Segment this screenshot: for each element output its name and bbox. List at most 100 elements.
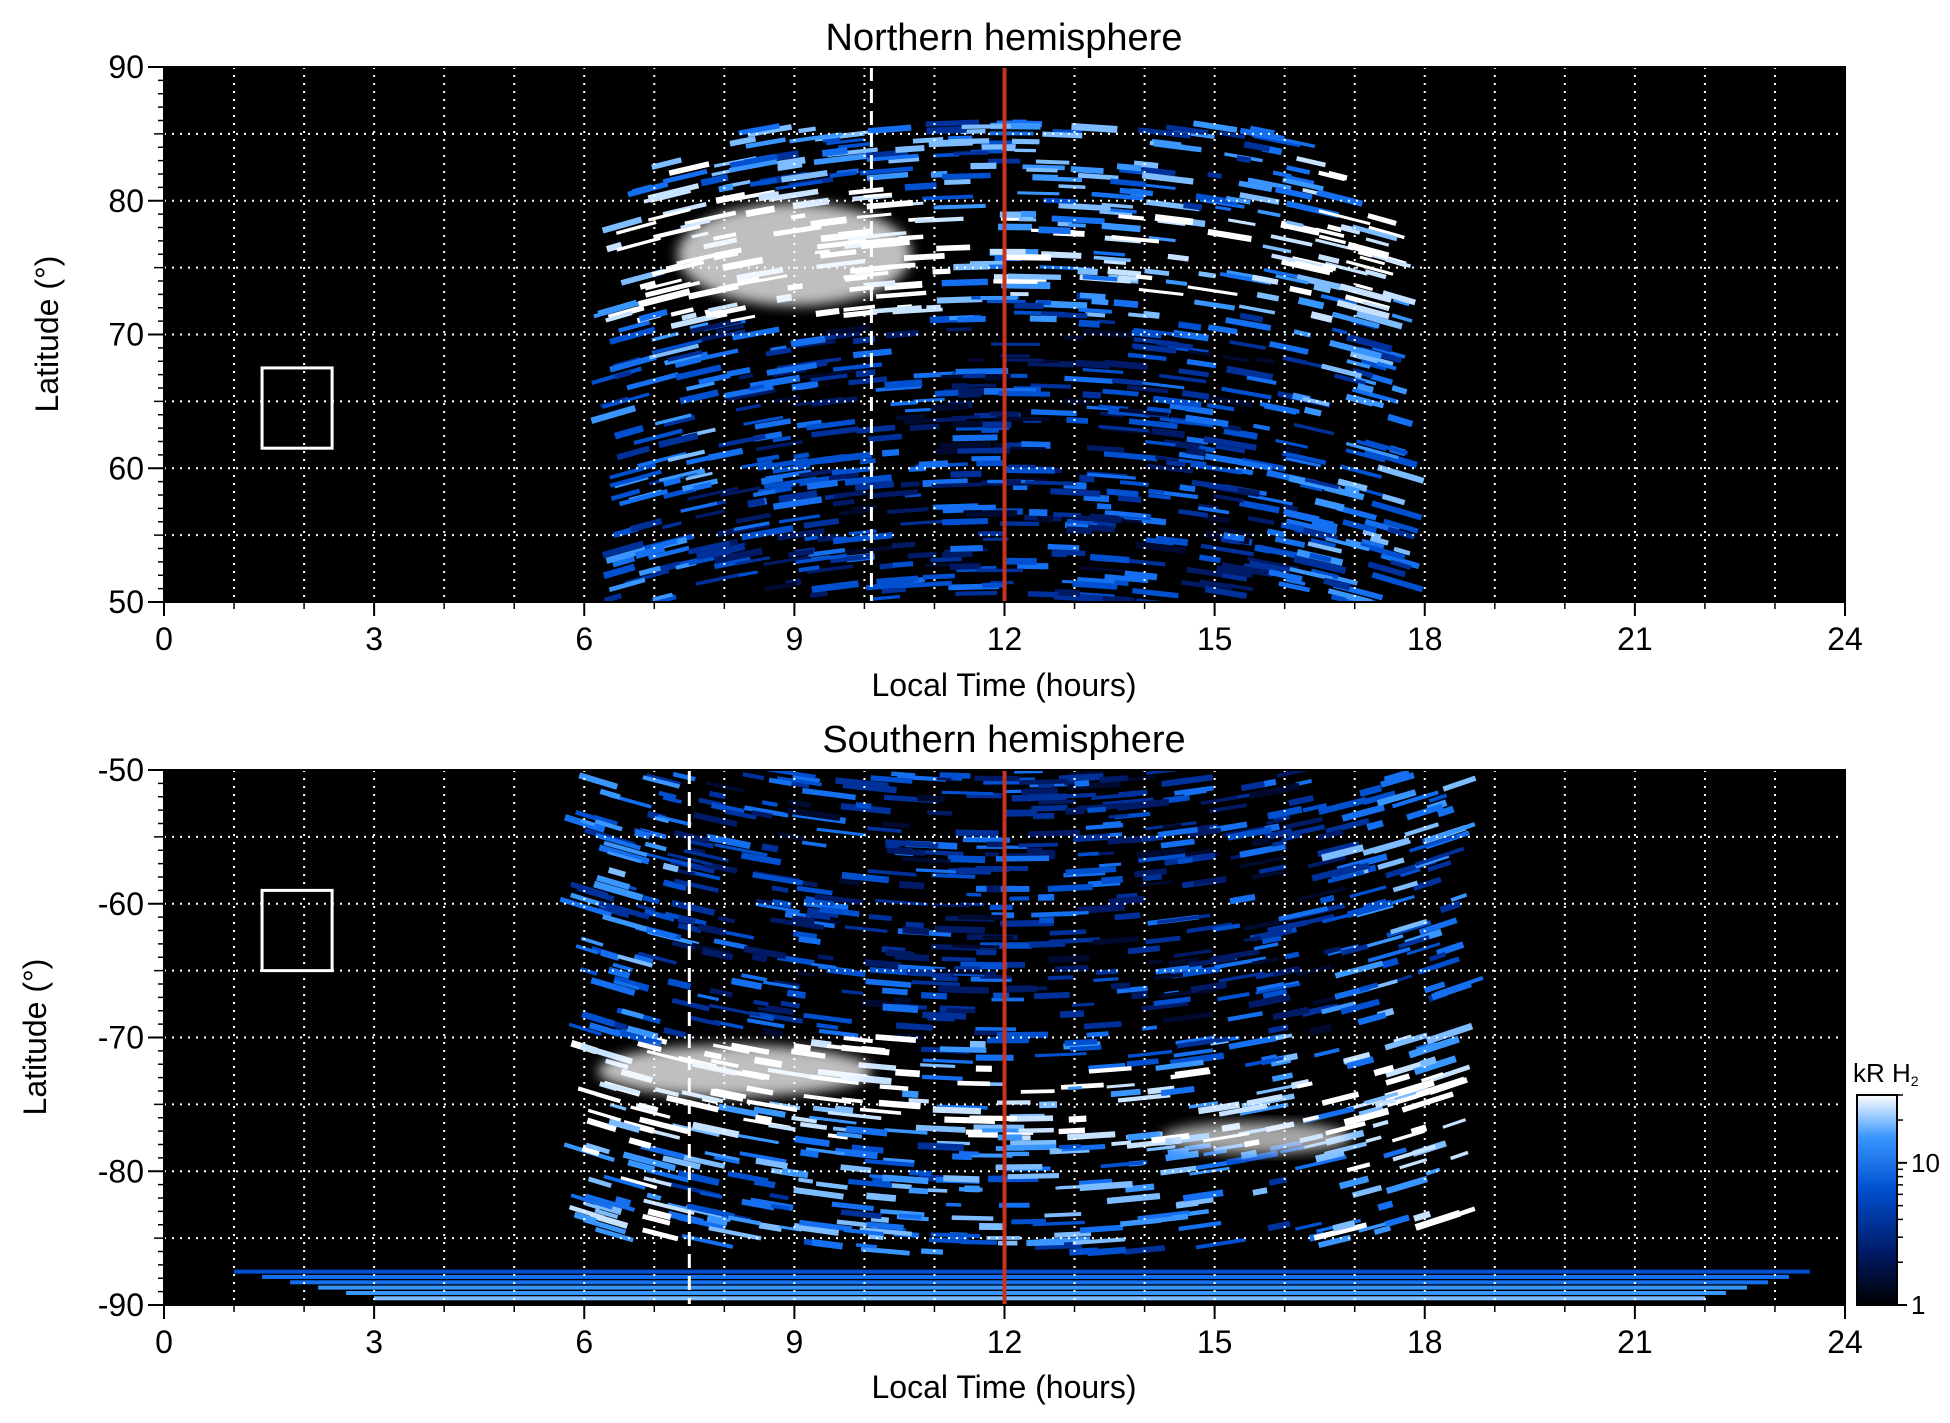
emission-streak [798, 1219, 853, 1232]
emission-streak [848, 376, 888, 386]
emission-streak [1200, 543, 1255, 557]
emission-streak [793, 1187, 844, 1200]
emission-streak [793, 1222, 840, 1236]
emission-streak [1186, 436, 1209, 445]
emission-streak [1362, 790, 1396, 806]
emission-streak [979, 456, 995, 461]
emission-streak [1324, 1141, 1368, 1157]
emission-streak [1102, 388, 1139, 397]
emission-streak [791, 1115, 818, 1124]
emission-streak [952, 1153, 973, 1161]
emission-streak [628, 1137, 652, 1149]
emission-streak [840, 1209, 882, 1220]
emission-streak [695, 509, 726, 519]
emission-streak [670, 313, 717, 329]
emission-streak [1371, 500, 1423, 521]
emission-streak [1384, 1214, 1410, 1228]
emission-streak [1087, 806, 1107, 814]
emission-streak [936, 244, 971, 252]
emission-streak [1131, 991, 1149, 1000]
x-tick-label: 0 [155, 621, 173, 657]
emission-streak [1215, 205, 1232, 212]
emission-streak [1144, 268, 1170, 276]
emission-streak [701, 331, 728, 342]
emission-streak [915, 868, 957, 874]
emission-streak [597, 299, 637, 315]
emission-streak [1385, 1059, 1431, 1078]
emission-streak [639, 280, 656, 290]
emission-streak [1091, 191, 1144, 201]
emission-streak [1160, 990, 1192, 999]
emission-streak [1336, 505, 1377, 521]
emission-streak [1268, 1176, 1288, 1186]
emission-streak [860, 1246, 910, 1256]
emission-streak [816, 1022, 839, 1030]
emission-streak [610, 488, 641, 502]
emission-streak [695, 572, 744, 586]
emission-streak [1137, 880, 1172, 888]
emission-streak [703, 861, 738, 874]
emission-streak [1047, 883, 1093, 893]
emission-streak [1114, 912, 1141, 921]
emission-streak [599, 1081, 618, 1092]
emission-streak [1367, 946, 1411, 963]
emission-streak [652, 592, 674, 602]
emission-streak [805, 419, 856, 431]
emission-streak [1005, 478, 1022, 484]
emission-streak [1262, 988, 1288, 999]
emission-streak [826, 966, 866, 978]
emission-streak [913, 397, 945, 403]
emission-streak [662, 1155, 701, 1170]
emission-streak [1294, 1221, 1323, 1231]
emission-streak [999, 920, 1046, 925]
emission-streak [1251, 274, 1279, 285]
emission-streak [845, 1125, 888, 1137]
emission-streak [1039, 1101, 1058, 1109]
emission-streak [1068, 222, 1086, 228]
emission-streak [1051, 215, 1105, 225]
emission-streak [584, 1193, 636, 1212]
emission-streak [1227, 1011, 1263, 1022]
emission-streak [683, 849, 729, 863]
emission-streak [1253, 942, 1279, 951]
emission-streak [1309, 1023, 1333, 1036]
emission-streak [981, 582, 1005, 588]
emission-streak [674, 878, 719, 893]
emission-streak [951, 415, 980, 420]
emission-streak [752, 872, 804, 886]
emission-streak [755, 898, 772, 907]
emission-streak [1381, 493, 1406, 506]
emission-streak [1293, 422, 1335, 436]
emission-streak [887, 507, 929, 515]
emission-streak [1310, 538, 1337, 548]
emission-streak [798, 936, 821, 945]
emission-streak [961, 124, 1011, 129]
emission-streak [801, 840, 827, 848]
emission-streak [1442, 1118, 1467, 1129]
emission-streak [776, 528, 825, 541]
emission-streak [1343, 1051, 1371, 1065]
emission-streak [909, 1169, 932, 1177]
y-tick-label: 60 [108, 450, 144, 486]
emission-streak [658, 468, 704, 482]
emission-streak [1218, 130, 1246, 140]
emission-streak [843, 309, 878, 318]
emission-streak [1142, 183, 1176, 190]
emission-streak [933, 203, 986, 210]
emission-streak [568, 1022, 602, 1037]
emission-streak [945, 1202, 962, 1207]
emission-streak [841, 871, 890, 884]
emission-streak [1359, 255, 1386, 266]
emission-streak [1155, 1059, 1204, 1071]
emission-streak [834, 1147, 878, 1160]
emission-streak [801, 787, 856, 801]
emission-streak [662, 862, 679, 873]
emission-streak [1038, 799, 1077, 805]
emission-streak [974, 775, 1020, 782]
emission-streak [643, 1198, 695, 1215]
emission-streak [815, 1181, 848, 1190]
emission-streak [1331, 327, 1348, 335]
emission-streak [930, 1232, 981, 1239]
emission-streak [730, 314, 756, 323]
emission-streak [891, 771, 916, 778]
